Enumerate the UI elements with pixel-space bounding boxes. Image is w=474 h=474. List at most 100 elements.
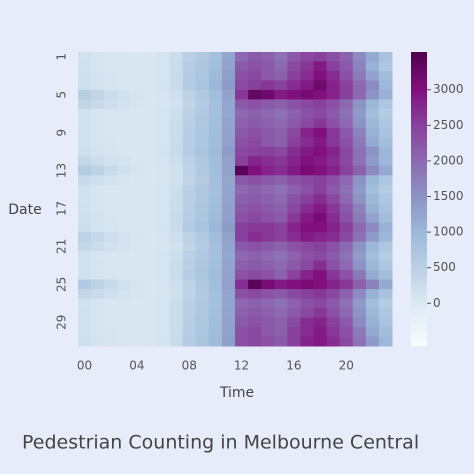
heatmap-cell xyxy=(221,327,236,338)
heatmap-cell xyxy=(91,251,105,262)
heatmap-cell xyxy=(326,127,341,138)
heatmap-cell xyxy=(117,270,131,281)
heatmap-cell xyxy=(300,175,314,186)
heatmap-cell xyxy=(274,70,288,81)
heatmap-cell xyxy=(221,308,236,319)
heatmap-cell xyxy=(287,194,301,205)
heatmap-cell xyxy=(104,203,118,214)
heatmap-cell xyxy=(208,175,223,186)
heatmap-cell xyxy=(130,184,144,195)
heatmap-cell xyxy=(287,146,301,157)
heatmap-cell xyxy=(339,70,354,81)
heatmap-cell xyxy=(182,241,197,252)
heatmap-cell xyxy=(248,137,262,148)
heatmap-cell xyxy=(300,241,314,252)
heatmap-cell xyxy=(78,203,92,214)
heatmap-cell xyxy=(91,308,105,319)
heatmap-cell xyxy=(274,336,288,347)
heatmap-cell xyxy=(352,89,367,100)
heatmap-cell xyxy=(287,298,301,309)
heatmap-cell xyxy=(287,241,301,252)
heatmap-cell xyxy=(326,70,341,81)
heatmap-cell xyxy=(313,89,328,100)
heatmap-cell xyxy=(208,137,223,148)
heatmap-cell xyxy=(182,327,197,338)
heatmap-cell xyxy=(261,127,275,138)
heatmap-cell xyxy=(235,260,249,271)
heatmap-cell xyxy=(326,232,341,243)
heatmap-cell xyxy=(208,118,223,129)
x-tick-label: 00 xyxy=(77,359,92,373)
heatmap-cell xyxy=(352,108,367,119)
heatmap-cell xyxy=(274,232,288,243)
heatmap-cell xyxy=(143,327,157,338)
heatmap-cell xyxy=(117,308,131,319)
heatmap-cell xyxy=(104,127,118,138)
heatmap-cell xyxy=(143,251,157,262)
heatmap-cell xyxy=(91,61,105,72)
heatmap-cell xyxy=(169,175,184,186)
heatmap-cell xyxy=(221,194,236,205)
colorbar-tick-label: 500 xyxy=(433,260,456,274)
heatmap-cell xyxy=(300,70,314,81)
heatmap-cell xyxy=(365,270,380,281)
heatmap-cell xyxy=(300,99,314,110)
heatmap-cell xyxy=(235,175,249,186)
heatmap-cell xyxy=(365,80,380,91)
x-axis-label: Time xyxy=(219,385,254,401)
heatmap-cell xyxy=(91,213,105,224)
heatmap-cell xyxy=(208,70,223,81)
heatmap-cell xyxy=(326,279,341,290)
heatmap-cell xyxy=(182,118,197,129)
heatmap-cell xyxy=(326,241,341,252)
heatmap-cell xyxy=(235,127,249,138)
heatmap-cell xyxy=(235,289,249,300)
heatmap-cell xyxy=(182,146,197,157)
heatmap-cell xyxy=(221,137,236,148)
heatmap-cell xyxy=(261,327,275,338)
heatmap-cell xyxy=(287,61,301,72)
heatmap-cell xyxy=(248,175,262,186)
heatmap-cell xyxy=(104,251,118,262)
heatmap-cell xyxy=(235,317,249,328)
heatmap-cell xyxy=(326,327,341,338)
heatmap-cell xyxy=(78,89,92,100)
heatmap-cell xyxy=(91,89,105,100)
heatmap-cell xyxy=(326,137,341,148)
heatmap-cell xyxy=(365,108,380,119)
heatmap-cell xyxy=(91,327,105,338)
heatmap-cell xyxy=(130,99,144,110)
heatmap-cell xyxy=(352,308,367,319)
heatmap-cell xyxy=(208,298,223,309)
heatmap-cell xyxy=(195,260,210,271)
heatmap-cell xyxy=(182,80,197,91)
heatmap-cell xyxy=(261,175,275,186)
heatmap-cell xyxy=(300,89,314,100)
heatmap-cell xyxy=(261,118,275,129)
heatmap-cell xyxy=(208,203,223,214)
heatmap-cell xyxy=(339,52,354,62)
heatmap-cell xyxy=(235,108,249,119)
heatmap-cell xyxy=(300,127,314,138)
heatmap-cell xyxy=(117,108,131,119)
heatmap-cell xyxy=(274,108,288,119)
heatmap-cell xyxy=(221,156,236,167)
heatmap-cell xyxy=(91,232,105,243)
heatmap-cell xyxy=(326,175,341,186)
heatmap-cell xyxy=(195,175,210,186)
heatmap-cell xyxy=(274,279,288,290)
heatmap-cell xyxy=(195,203,210,214)
heatmap-cell xyxy=(261,232,275,243)
heatmap-cell xyxy=(300,146,314,157)
heatmap-cell xyxy=(313,213,328,224)
heatmap-cell xyxy=(130,222,144,233)
heatmap-cell xyxy=(143,317,157,328)
heatmap-cell xyxy=(78,289,92,300)
heatmap-cell xyxy=(182,289,197,300)
heatmap-cell xyxy=(208,99,223,110)
heatmap-cell xyxy=(130,194,144,205)
heatmap-cell xyxy=(248,80,262,91)
heatmap-cell xyxy=(143,194,157,205)
heatmap-cell xyxy=(156,260,171,271)
heatmap-cell xyxy=(274,251,288,262)
